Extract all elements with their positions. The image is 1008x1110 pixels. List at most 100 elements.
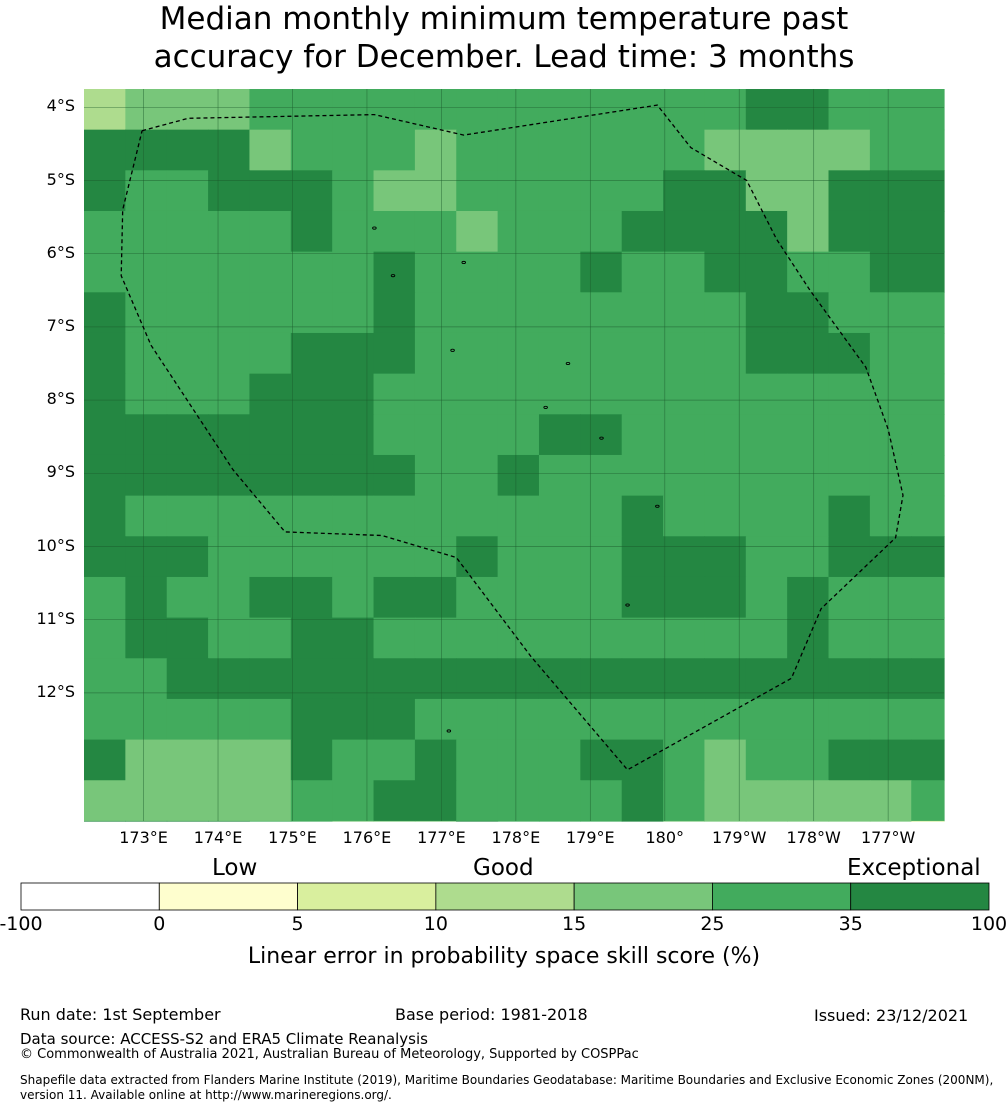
grid-cell [208, 89, 251, 131]
grid-cell [125, 617, 168, 659]
grid-cell [373, 332, 416, 375]
grid-cell [414, 129, 457, 171]
grid-cell [538, 454, 581, 497]
grid-cell [663, 495, 706, 537]
skill-grid [84, 89, 945, 822]
grid-cell [125, 129, 168, 171]
lon-label: 180° [645, 828, 685, 847]
grid-cell [497, 698, 540, 741]
grid-cell [373, 739, 416, 781]
grid-cell [373, 251, 416, 293]
grid-cell [538, 698, 581, 741]
grid-cell [828, 576, 871, 619]
grid-cell [84, 536, 126, 578]
grid-cell [332, 454, 375, 497]
grid-cell [166, 210, 209, 253]
grid-cell [125, 332, 168, 375]
grid-cell [166, 170, 209, 212]
grid-cell [373, 210, 416, 253]
island [372, 226, 377, 230]
grid-cell [84, 454, 126, 497]
grid-cell [166, 617, 209, 659]
grid-cell [621, 210, 664, 253]
grid-cell [828, 332, 871, 375]
grid-cell [828, 495, 871, 537]
grid-cell [704, 292, 747, 334]
grid-cell [745, 414, 788, 456]
grid-cell [787, 454, 830, 497]
grid-cell [828, 536, 871, 578]
grid-cell [332, 698, 375, 741]
grid-cell [663, 89, 706, 131]
grid-cell [497, 251, 540, 293]
grid-cell [663, 780, 706, 822]
grid-cell [787, 332, 830, 375]
grid-cell [580, 698, 623, 741]
grid-cell [869, 658, 912, 700]
grid-cell [497, 576, 540, 619]
grid-cell [290, 576, 333, 619]
grid-cell [456, 292, 499, 334]
grid-cell [125, 170, 168, 212]
lon-label: 174°E [193, 828, 243, 847]
grid-cell [580, 292, 623, 334]
grid-cell [911, 739, 945, 781]
colorbar-tick-label: 25 [700, 913, 725, 935]
grid-cell [828, 780, 871, 822]
grid-cell [787, 739, 830, 781]
grid-cell [125, 251, 168, 293]
grid-cell [249, 698, 292, 741]
grid-cell [84, 739, 126, 781]
grid-cell [290, 780, 333, 822]
grid-cell [125, 495, 168, 537]
grid-cell [869, 292, 912, 334]
grid-cell [497, 89, 540, 131]
grid-cell [249, 780, 292, 822]
colorbar-label: Linear error in probability space skill … [247, 944, 761, 969]
grid-cell [208, 454, 251, 497]
grid-cell [538, 658, 581, 700]
colorbar-tick-label: 15 [562, 913, 587, 935]
grid-cell [745, 536, 788, 578]
grid-cell [497, 820, 540, 822]
colorbar-tick-label: 100 [970, 913, 1008, 935]
grid-cell [166, 698, 209, 741]
grid-cell [869, 170, 912, 212]
grid-cell [84, 780, 126, 822]
grid-cell [704, 820, 747, 822]
grid-cell [414, 739, 457, 781]
grid-cell [208, 495, 251, 537]
grid-cell [497, 536, 540, 578]
grid-cell [249, 617, 292, 659]
lon-label: 175°E [268, 828, 317, 847]
grid-cell [538, 576, 581, 619]
grid-cell [828, 373, 871, 415]
grid-cell [497, 373, 540, 415]
grid-cell [580, 617, 623, 659]
colorbar-segment [20, 882, 160, 911]
grid-cell [497, 658, 540, 700]
grid-cell [456, 373, 499, 415]
grid-cell [911, 129, 945, 171]
grid-cell [787, 251, 830, 293]
lon-label: 177°E [417, 828, 466, 847]
grid-cell [84, 820, 126, 822]
grid-cell [745, 170, 788, 212]
grid-cell [828, 251, 871, 293]
grid-cell [787, 658, 830, 700]
grid-cell [663, 454, 706, 497]
grid-cell [828, 820, 871, 822]
grid-cell [663, 536, 706, 578]
grid-cell [580, 129, 623, 171]
grid-cell [621, 536, 664, 578]
colorbar-segment [158, 882, 298, 911]
grid-cell [787, 576, 830, 619]
map-title-line1: Median monthly minimum temperature past [159, 1, 849, 37]
grid-cell [290, 129, 333, 171]
grid-cell [332, 210, 375, 253]
grid-cell [745, 373, 788, 415]
grid-cell [745, 495, 788, 537]
issued-date: Issued: 23/12/2021 [814, 1006, 969, 1025]
grid-cell [166, 820, 209, 822]
grid-cell [497, 495, 540, 537]
